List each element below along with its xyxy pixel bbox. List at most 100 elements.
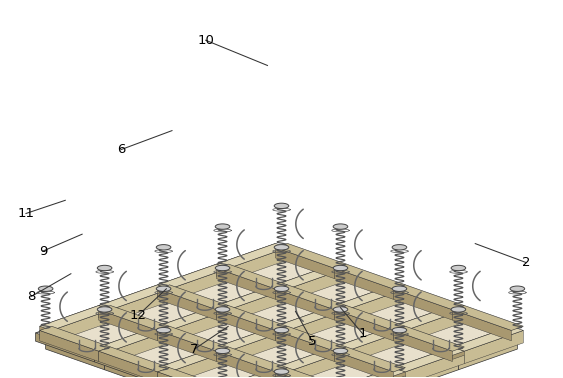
Polygon shape <box>158 368 229 378</box>
Ellipse shape <box>274 203 289 209</box>
Polygon shape <box>35 311 100 333</box>
Polygon shape <box>275 243 346 268</box>
Polygon shape <box>217 368 275 378</box>
Ellipse shape <box>97 307 112 312</box>
Ellipse shape <box>333 307 348 312</box>
Ellipse shape <box>451 307 466 312</box>
Polygon shape <box>217 347 288 372</box>
Polygon shape <box>334 310 394 341</box>
Polygon shape <box>394 347 464 372</box>
Polygon shape <box>288 310 346 343</box>
Polygon shape <box>288 268 346 301</box>
Polygon shape <box>99 310 158 341</box>
Polygon shape <box>282 266 399 308</box>
Polygon shape <box>169 268 229 301</box>
Ellipse shape <box>215 348 230 353</box>
Ellipse shape <box>97 265 112 271</box>
Polygon shape <box>222 370 341 378</box>
Polygon shape <box>35 333 95 362</box>
Polygon shape <box>275 372 334 378</box>
Ellipse shape <box>274 286 289 291</box>
Polygon shape <box>222 245 341 287</box>
Polygon shape <box>105 287 222 328</box>
Polygon shape <box>334 368 394 378</box>
Polygon shape <box>169 310 229 343</box>
Polygon shape <box>105 328 222 370</box>
Polygon shape <box>288 351 346 378</box>
Polygon shape <box>334 285 394 318</box>
Polygon shape <box>217 351 275 378</box>
Polygon shape <box>275 289 334 320</box>
Polygon shape <box>99 285 158 318</box>
Polygon shape <box>95 290 159 312</box>
Polygon shape <box>217 305 288 330</box>
Text: 9: 9 <box>39 245 47 258</box>
Polygon shape <box>217 285 288 310</box>
Polygon shape <box>217 243 288 268</box>
Polygon shape <box>229 330 288 364</box>
Polygon shape <box>158 264 217 297</box>
Polygon shape <box>217 326 275 359</box>
Polygon shape <box>164 308 282 349</box>
Polygon shape <box>275 285 346 310</box>
Ellipse shape <box>333 224 348 229</box>
Polygon shape <box>158 305 229 330</box>
Polygon shape <box>217 326 288 351</box>
Ellipse shape <box>157 245 171 250</box>
Polygon shape <box>334 368 405 378</box>
Text: 7: 7 <box>190 342 199 356</box>
Polygon shape <box>453 326 524 351</box>
Polygon shape <box>275 368 346 378</box>
Polygon shape <box>154 374 212 378</box>
Text: 11: 11 <box>17 207 34 220</box>
Polygon shape <box>164 370 222 378</box>
Polygon shape <box>158 330 217 361</box>
Polygon shape <box>158 347 229 372</box>
Polygon shape <box>99 326 169 351</box>
Polygon shape <box>229 372 288 378</box>
Text: 12: 12 <box>130 309 147 322</box>
Text: 5: 5 <box>308 335 316 348</box>
Polygon shape <box>99 285 169 310</box>
Polygon shape <box>217 285 275 318</box>
Polygon shape <box>334 326 394 359</box>
Polygon shape <box>341 287 458 328</box>
Polygon shape <box>158 289 217 320</box>
Polygon shape <box>275 305 346 330</box>
Polygon shape <box>158 347 217 378</box>
Polygon shape <box>453 310 511 341</box>
Polygon shape <box>110 330 169 364</box>
Polygon shape <box>39 305 110 330</box>
Polygon shape <box>399 349 458 378</box>
Polygon shape <box>99 347 169 372</box>
Text: 8: 8 <box>28 290 36 303</box>
Polygon shape <box>99 326 158 359</box>
Polygon shape <box>217 368 288 378</box>
Polygon shape <box>334 264 405 289</box>
Polygon shape <box>229 289 288 322</box>
Polygon shape <box>453 326 511 359</box>
Polygon shape <box>341 328 458 370</box>
Polygon shape <box>275 347 346 372</box>
Ellipse shape <box>215 265 230 271</box>
Ellipse shape <box>274 327 289 333</box>
Polygon shape <box>346 330 405 364</box>
Ellipse shape <box>157 327 171 333</box>
Ellipse shape <box>333 348 348 353</box>
Ellipse shape <box>38 286 53 291</box>
Polygon shape <box>334 326 405 351</box>
Ellipse shape <box>274 369 289 374</box>
Polygon shape <box>39 326 110 351</box>
Polygon shape <box>399 308 517 349</box>
Polygon shape <box>346 372 405 378</box>
Text: 10: 10 <box>197 34 214 47</box>
Polygon shape <box>217 268 275 299</box>
Polygon shape <box>46 328 105 370</box>
Ellipse shape <box>215 224 230 229</box>
Polygon shape <box>334 268 394 299</box>
Polygon shape <box>346 289 405 322</box>
Polygon shape <box>394 305 453 339</box>
Ellipse shape <box>510 286 525 291</box>
Polygon shape <box>275 326 346 351</box>
Polygon shape <box>154 270 218 291</box>
